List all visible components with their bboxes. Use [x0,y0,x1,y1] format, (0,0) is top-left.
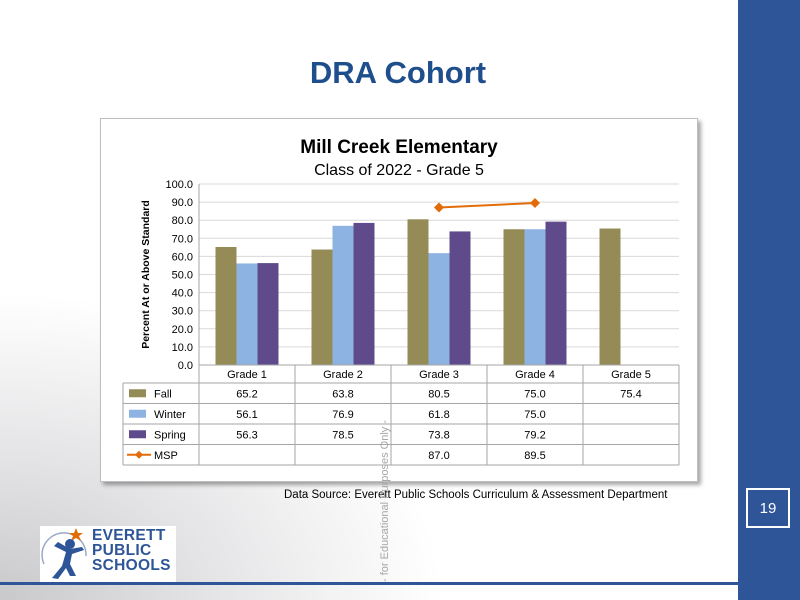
legend-swatch-winter [129,409,146,418]
bar-winter [236,263,258,365]
table-value: 87.0 [428,450,449,462]
data-source-note: Data Source: Everett Public Schools Curr… [284,489,668,501]
msp-line [438,202,536,209]
legend-label-fall: Fall [154,388,172,400]
legend-swatch-fall [129,389,146,398]
msp-point [530,198,540,209]
bar-fall [407,219,429,365]
table-value: 75.4 [620,388,641,400]
table-value: 78.5 [332,429,353,441]
everett-logo: EVERETT PUBLIC SCHOOLS [40,526,176,582]
bar-fall [311,249,333,365]
watermark-text: - for Educational Purposes Only - [379,419,391,582]
y-tick-label: 100.0 [165,179,193,191]
legend-label-winter: Winter [154,409,186,421]
y-tick-label: 0.0 [178,360,193,372]
table-value: 65.2 [236,388,257,400]
bar-spring [545,221,567,365]
table-value: 79.2 [524,429,545,441]
y-tick-label: 50.0 [172,270,193,282]
legend-marker-msp [135,450,143,459]
bar-fall [503,229,525,365]
bar-spring [353,222,375,365]
x-tick-label: Grade 3 [419,369,459,381]
table-value: 61.8 [428,409,449,421]
legend-label-spring: Spring [154,429,186,441]
slide-number: 19 [746,488,790,528]
x-tick-label: Grade 5 [611,369,651,381]
chart-title: Mill Creek Elementary [300,137,498,158]
x-tick-label: Grade 2 [323,369,363,381]
bar-spring [257,263,279,365]
x-tick-label: Grade 4 [515,369,555,381]
table-value: 80.5 [428,388,449,400]
table-value: 63.8 [332,388,353,400]
y-tick-label: 10.0 [172,342,193,354]
msp-point [434,202,444,213]
y-tick-label: 20.0 [172,324,193,336]
table-value: 56.1 [236,409,257,421]
bar-winter [332,225,354,365]
bar-fall [215,246,237,365]
bar-winter [524,229,546,365]
table-value: 75.0 [524,409,545,421]
y-axis-label: Percent At or Above Standard [140,200,152,349]
chart-panel: Mill Creek Elementary Class of 2022 - Gra… [100,118,698,482]
table-value: 56.3 [236,429,257,441]
table-value: 73.8 [428,429,449,441]
bottom-rule [0,582,738,585]
bar-fall [599,228,621,365]
legend-swatch-spring [129,430,146,439]
y-tick-label: 30.0 [172,306,193,318]
logo-wordmark: EVERETT PUBLIC SCHOOLS [92,527,171,574]
logo-figure-icon [41,528,87,579]
chart-subtitle: Class of 2022 - Grade 5 [314,162,484,179]
legend-label-msp: MSP [154,450,178,462]
y-tick-label: 90.0 [172,197,193,209]
y-tick-label: 70.0 [172,233,193,245]
x-tick-label: Grade 1 [227,369,267,381]
bar-winter [428,253,450,365]
table-value: 75.0 [524,388,545,400]
y-tick-label: 80.0 [172,215,193,227]
y-tick-label: 60.0 [172,251,193,263]
table-value: 89.5 [524,450,545,462]
y-tick-label: 40.0 [172,288,193,300]
bar-spring [449,231,471,365]
dra-chart: Mill Creek Elementary Class of 2022 - Gra… [122,137,680,466]
table-value: 76.9 [332,409,353,421]
slide-title: DRA Cohort [309,55,487,90]
